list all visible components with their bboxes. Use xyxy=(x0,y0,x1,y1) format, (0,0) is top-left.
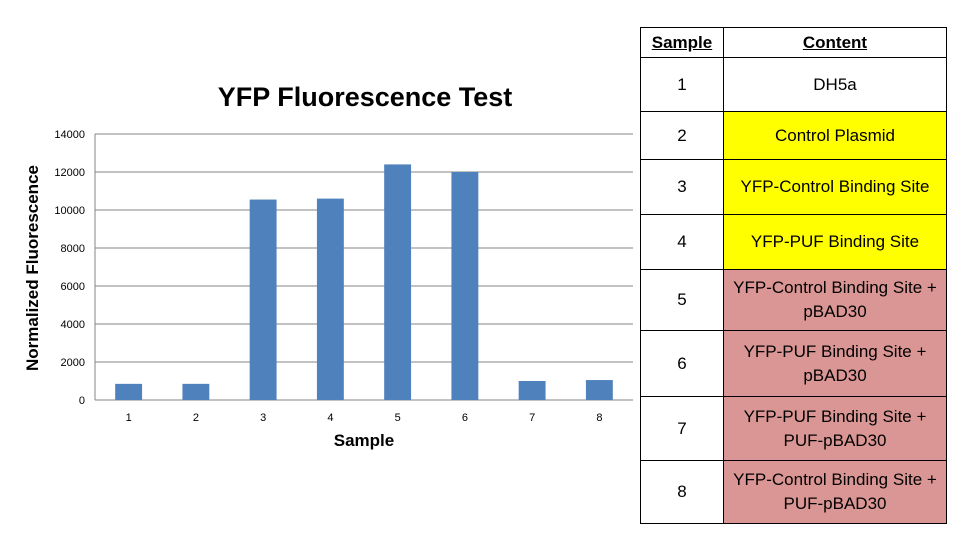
y-tick-label: 8000 xyxy=(61,243,85,255)
y-tick-label: 10000 xyxy=(54,205,85,217)
y-tick-label: 12000 xyxy=(54,167,85,179)
y-axis-label: Normalized Fluorescence xyxy=(23,165,42,371)
chart-plot: 0 2000 4000 6000 8000 10000 12000 14000 1 2 3 4 5 6 7 8 xyxy=(54,129,633,424)
x-tick-label: 5 xyxy=(395,412,401,424)
chart: YFP Fluorescence Test 0 2000 4000 6000 8000 1… xyxy=(23,82,633,450)
content-cell: YFP-Control Binding Site + pBAD30 xyxy=(723,269,947,331)
y-tick-label: 2000 xyxy=(61,357,85,369)
table-row: 8 YFP-Control Binding Site + PUF-pBAD30 xyxy=(640,460,947,524)
table-body: 1 DH5a 2 Control Plasmid 3 YFP-Control Bindin… xyxy=(640,57,947,524)
chart-title: YFP Fluorescence Test xyxy=(217,82,513,112)
table-row: 5 YFP-Control Binding Site + pBAD30 xyxy=(640,269,947,331)
bar-sample-6 xyxy=(451,172,479,400)
table-row: 2 Control Plasmid xyxy=(640,111,947,160)
content-cell: YFP-Control Binding Site + PUF-pBAD30 xyxy=(723,460,947,524)
sample-column-header: Sample xyxy=(640,27,724,58)
y-tick-label: 6000 xyxy=(61,281,85,293)
bar-sample-8 xyxy=(585,380,613,400)
y-tick-label: 0 xyxy=(79,395,85,407)
x-axis-label: Sample xyxy=(333,431,395,450)
bar-sample-2 xyxy=(182,383,210,400)
sample-number-cell: 2 xyxy=(640,111,724,160)
x-tick-label: 4 xyxy=(327,412,333,424)
x-tick-label: 8 xyxy=(596,412,602,424)
bar-sample-7 xyxy=(518,381,546,400)
x-tick-label: 3 xyxy=(260,412,266,424)
content-cell: YFP-PUF Binding Site + PUF-pBAD30 xyxy=(723,396,947,461)
table-row: 7 YFP-PUF Binding Site + PUF-pBAD30 xyxy=(640,396,947,461)
x-tick-label: 1 xyxy=(126,412,132,424)
table-row: 1 DH5a xyxy=(640,57,947,112)
bar-sample-3 xyxy=(249,199,277,400)
sample-number-cell: 3 xyxy=(640,159,724,215)
sample-number-cell: 8 xyxy=(640,460,724,524)
content-cell: DH5a xyxy=(723,57,947,112)
sample-table: Sample Content 1 DH5a 2 Control Plasmid 3 YFP… xyxy=(640,27,947,524)
sample-number-cell: 1 xyxy=(640,57,724,112)
table-row: 4 YFP-PUF Binding Site xyxy=(640,214,947,270)
content-cell: Control Plasmid xyxy=(723,111,947,160)
y-tick-label: 4000 xyxy=(61,319,85,331)
sample-number-cell: 6 xyxy=(640,330,724,397)
table-row: 3 YFP-Control Binding Site xyxy=(640,159,947,215)
sample-number-cell: 5 xyxy=(640,269,724,331)
sample-number-cell: 4 xyxy=(640,214,724,270)
table-header-row: Sample Content xyxy=(640,27,947,58)
x-tick-label: 6 xyxy=(462,412,468,424)
bar-sample-1 xyxy=(115,383,143,400)
table-row: 6 YFP-PUF Binding Site + pBAD30 xyxy=(640,330,947,397)
x-tick-label: 7 xyxy=(529,412,535,424)
content-cell: YFP-Control Binding Site xyxy=(723,159,947,215)
sample-number-cell: 7 xyxy=(640,396,724,461)
x-tick-label: 2 xyxy=(193,412,199,424)
y-tick-label: 14000 xyxy=(54,129,85,141)
content-cell: YFP-PUF Binding Site + pBAD30 xyxy=(723,330,947,397)
content-column-header: Content xyxy=(723,27,947,58)
bar-sample-4 xyxy=(316,198,344,400)
content-cell: YFP-PUF Binding Site xyxy=(723,214,947,270)
bar-sample-5 xyxy=(384,164,412,400)
